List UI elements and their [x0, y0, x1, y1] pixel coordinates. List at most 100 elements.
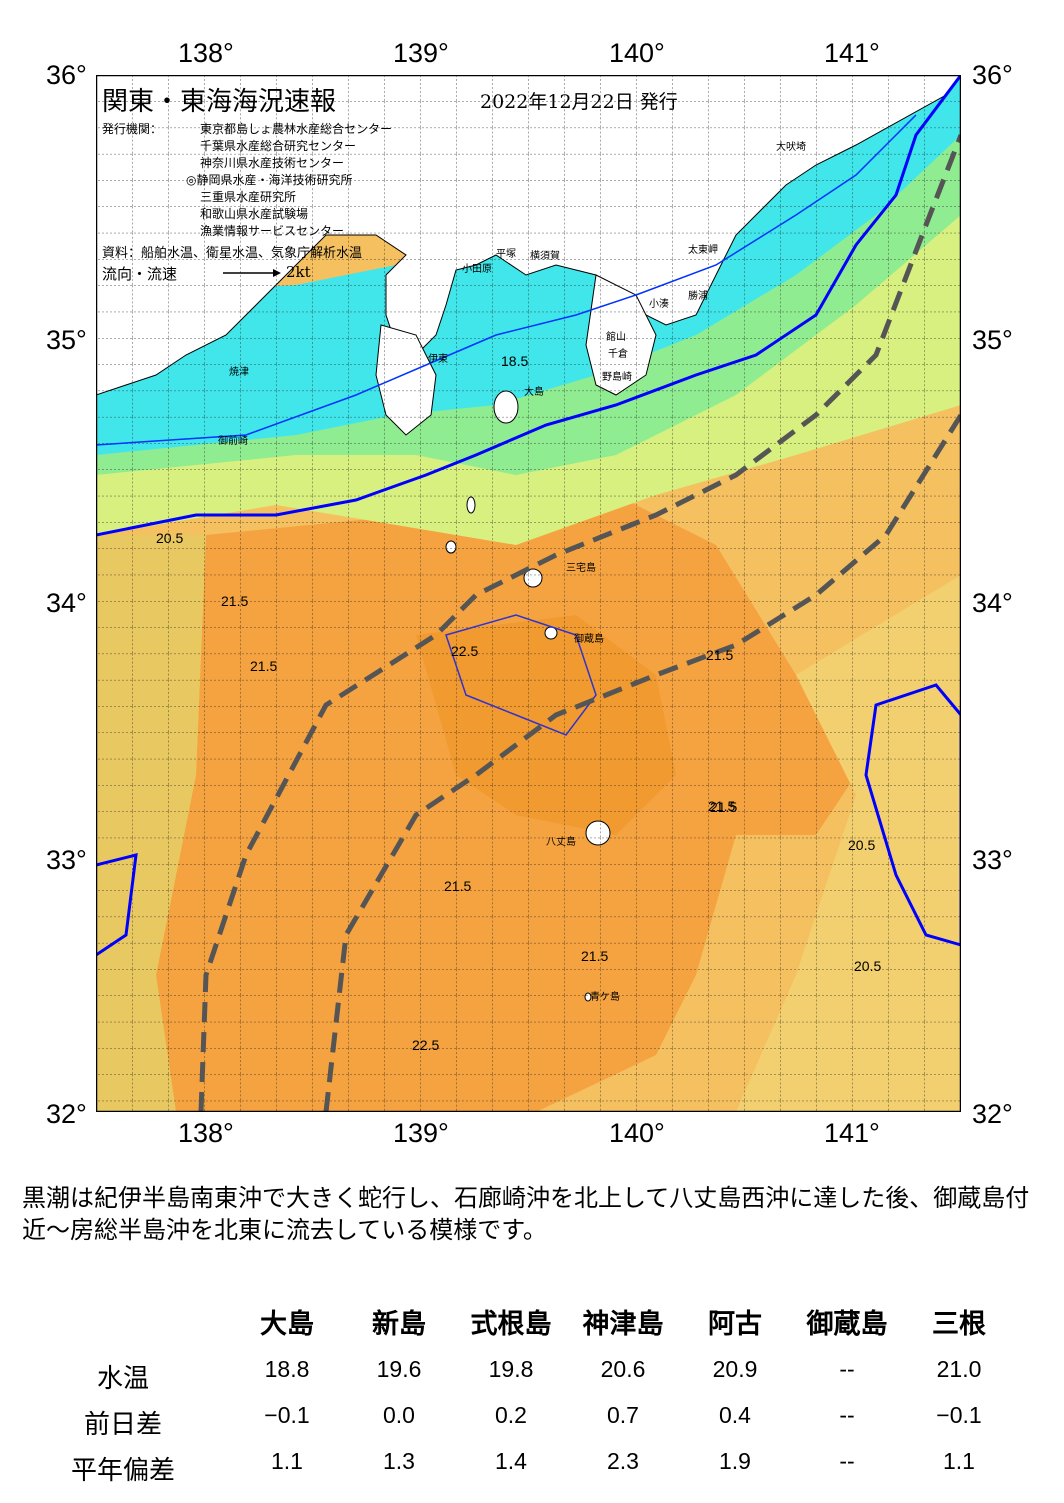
place-ito: 伊東	[428, 354, 448, 365]
lat-tick-right-34: 34°	[972, 588, 1013, 618]
lon-tick-bottom-138: 138°	[178, 1118, 234, 1148]
place-tateyama: 館山	[606, 332, 626, 343]
description-text: 黒潮は紀伊半島南東沖で大きく蛇行し、石廊崎沖を北上して八丈島西沖に達した後、御蔵…	[22, 1184, 1030, 1244]
issue-date: 2022年12月22日 発行	[480, 91, 678, 113]
issuer-label: 発行機関：	[102, 122, 163, 136]
table-cell: 19.6	[376, 1356, 422, 1382]
lon-tick-top-141: 141°	[824, 38, 880, 68]
isotherm-label-21-5-d: 21.5	[710, 799, 738, 815]
isotherm-line-20	[96, 75, 961, 537]
map-frame	[96, 75, 961, 1112]
table-row-label-normal-dev: 平年偏差	[70, 1456, 175, 1486]
lat-tick-right-36: 36°	[972, 60, 1013, 90]
table-cell: 0.4	[719, 1402, 751, 1428]
table-cell: −0.1	[264, 1402, 310, 1428]
place-hiratsuka: 平塚	[496, 249, 516, 260]
lat-tick-left-32: 32°	[46, 1099, 87, 1129]
issuer-0: 東京都島しょ農林水産総合センター	[200, 122, 393, 136]
lon-tick-top-140: 140°	[609, 38, 665, 68]
lat-tick-right-35: 35°	[972, 325, 1013, 355]
map-canvas	[96, 75, 961, 1112]
table-col-ako: 阿古	[708, 1309, 762, 1340]
map-title: 関東・東海海況速報	[102, 87, 337, 117]
sea-temperature-map: 関東・東海海況速報 2022年12月22日 発行 発行機関： 東京都島しょ農林水…	[96, 75, 961, 1112]
place-hachijojima: 八丈島	[546, 837, 576, 848]
isotherm-label-22-5: 22.5	[451, 643, 479, 659]
lon-tick-bottom-141: 141°	[824, 1118, 880, 1148]
place-odawara: 小田原	[462, 264, 492, 275]
place-kominato: 小湊	[649, 299, 669, 310]
lat-tick-left-36: 36°	[46, 60, 87, 90]
table-col-mikurajima: 御蔵島	[806, 1309, 888, 1340]
isotherm-label-21-5-f: 21.5	[581, 948, 609, 964]
issuer-4: 三重県水産研究所	[200, 190, 297, 204]
isotherm-line-19	[96, 114, 917, 446]
isotherm-label-20-5: 20.5	[156, 530, 184, 546]
table-cell: --	[839, 1356, 855, 1382]
data-source: 資料：船舶水温、衛星水温、気象庁解析水温	[102, 246, 363, 261]
lon-tick-bottom-140: 140°	[609, 1118, 665, 1148]
flow-arrow-icon	[223, 269, 281, 277]
place-mikurajima: 御蔵島	[574, 634, 604, 645]
issuer-3: ◎静岡県水産・海洋技術研究所	[186, 173, 353, 187]
lon-tick-bottom-139: 139°	[393, 1118, 449, 1148]
table-col-shikinejima: 式根島	[470, 1309, 552, 1340]
place-yaizu: 焼津	[229, 367, 249, 378]
isotherm-line-22	[445, 614, 597, 736]
kuroshio-axis-south	[323, 413, 961, 1112]
table-cell: 2.3	[607, 1448, 639, 1474]
issuer-6: 漁業情報サービスセンター	[200, 224, 345, 238]
isotherm-label-20-5-b: 20.5	[848, 837, 876, 853]
table-cell: 1.4	[495, 1448, 527, 1474]
isotherm-label-21-5-e: 21.5	[444, 878, 472, 894]
table-row-label-day-diff: 前日差	[83, 1410, 162, 1440]
isotherm-label-18-5: 18.5	[501, 353, 529, 369]
isotherm-line-21-east	[864, 683, 961, 947]
kuroshio-axis-north	[198, 134, 961, 1112]
table-cell: 0.7	[607, 1402, 639, 1428]
flow-scale: 2kt	[286, 263, 311, 281]
table-col-oshima: 大島	[260, 1309, 314, 1340]
lat-tick-left-35: 35°	[46, 325, 87, 355]
isotherm-label-20-5-c: 20.5	[854, 958, 882, 974]
table-cell: 1.1	[943, 1448, 975, 1474]
lon-tick-top-139: 139°	[393, 38, 449, 68]
isotherm-label-22-5-b: 22.5	[412, 1037, 440, 1053]
place-inubosaki: 大吠埼	[776, 142, 806, 153]
isotherm-label-21-5-b: 21.5	[250, 658, 278, 674]
table-cell: 18.8	[264, 1356, 310, 1382]
isotherm-line-21-west	[96, 853, 138, 957]
place-nojimazaki: 野島崎	[602, 372, 632, 383]
table-cell: 0.2	[495, 1402, 527, 1428]
table-cell: −0.1	[936, 1402, 982, 1428]
table-cell: 20.6	[600, 1356, 646, 1382]
table-cell: 21.0	[936, 1356, 982, 1382]
place-yokosuka: 横須賀	[530, 251, 560, 262]
place-chikura: 千倉	[608, 349, 628, 360]
place-omaezaki: 御前崎	[218, 436, 248, 447]
lon-tick-top-138: 138°	[178, 38, 234, 68]
lat-tick-left-34: 34°	[46, 588, 87, 618]
lat-tick-right-33: 33°	[972, 845, 1013, 875]
table-row-label-water-temp: 水温	[96, 1364, 149, 1394]
issuer-5: 和歌山県水産試験場	[200, 207, 309, 221]
table-cell: 0.0	[383, 1402, 415, 1428]
isotherm-label-21-5-a: 21.5	[221, 593, 249, 609]
table-cell: 19.8	[488, 1356, 534, 1382]
lat-tick-right-32: 32°	[972, 1099, 1013, 1129]
table-cell: 1.9	[719, 1448, 751, 1474]
flow-legend-label: 流向・流速	[102, 265, 178, 283]
table-col-kozushima: 神津島	[582, 1309, 664, 1340]
table-col-niijima: 新島	[372, 1309, 426, 1340]
table-cell: 1.1	[271, 1448, 303, 1474]
place-miyakejima: 三宅島	[566, 563, 596, 574]
table-cell: 1.3	[383, 1448, 415, 1474]
table-col-mitsune: 三根	[932, 1309, 986, 1340]
isotherm-label-21-5-g: 21.5	[708, 798, 736, 814]
map-grid	[96, 75, 961, 1112]
isotherm-label-21-5-c: 21.5	[706, 647, 734, 663]
place-katsuura: 勝浦	[688, 291, 708, 302]
table-cell: --	[839, 1448, 855, 1474]
issuer-2: 神奈川県水産技術センター	[200, 156, 345, 170]
place-aogashima: 青ケ島	[590, 992, 620, 1003]
